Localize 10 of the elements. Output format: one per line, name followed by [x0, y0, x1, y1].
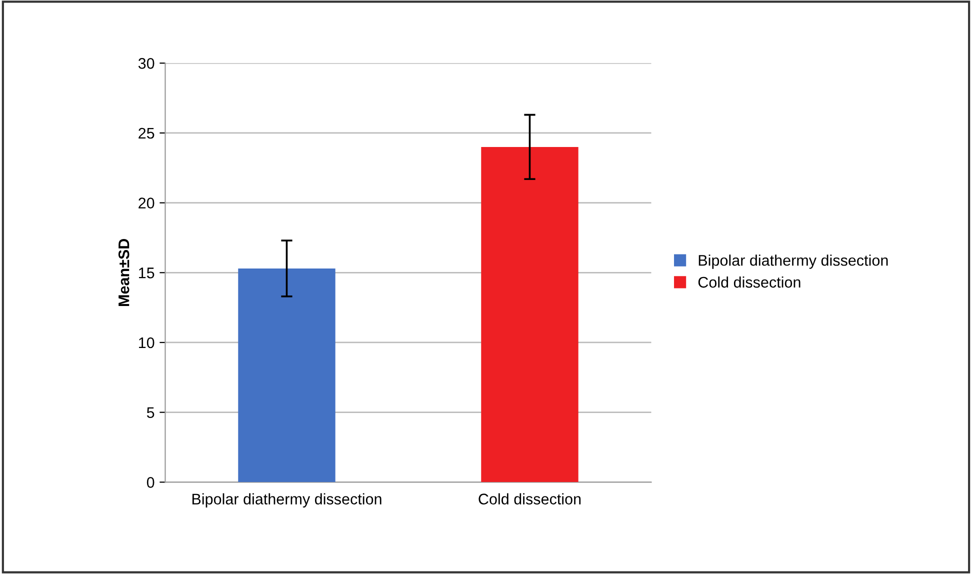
y-tick-label: 20 [138, 198, 154, 208]
legend-label: Bipolar diathermy dissection [698, 254, 888, 269]
y-tick-label: 10 [138, 337, 154, 348]
legend-label: Cold dissection [698, 276, 800, 288]
y-tick-label: 25 [138, 128, 154, 139]
y-tick-label: 30 [138, 58, 154, 69]
y-tick-label: 15 [138, 268, 154, 278]
y-axis-title: Mean±SD [118, 238, 130, 306]
y-tick-label: 5 [146, 407, 154, 418]
y-tick-label: 0 [146, 477, 154, 488]
